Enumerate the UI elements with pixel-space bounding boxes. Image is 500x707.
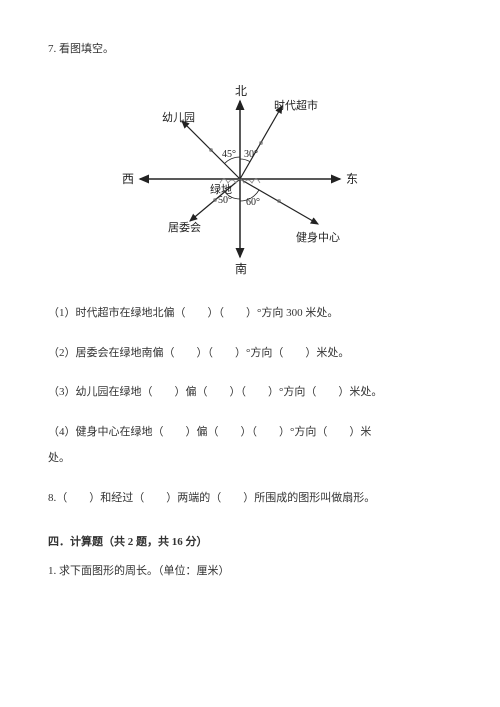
section4-heading: 四．计算题（共 2 题，共 16 分） bbox=[48, 533, 452, 553]
north-label: 北 bbox=[235, 84, 247, 98]
q7-sub2: （2）居委会在绿地南偏（ ）（ ）°方向（ ）米处。 bbox=[48, 344, 452, 364]
angle-60-label: 60° bbox=[246, 197, 260, 208]
q7-sub4b: 处。 bbox=[48, 449, 452, 469]
fitness-label: 健身中心 bbox=[296, 230, 340, 244]
supermarket-label: 时代超市 bbox=[274, 98, 318, 112]
q7-sub3: （3）幼儿园在绿地（ ）偏（ ）（ ）°方向（ ）米处。 bbox=[48, 383, 452, 403]
compass-diagram: 45° 30° 50° 60° 北 南 东 西 绿地 幼儿园 时代超市 居委会 … bbox=[48, 74, 452, 284]
east-label: 东 bbox=[346, 172, 358, 186]
center-label: 绿地 bbox=[210, 182, 232, 196]
committee-label: 居委会 bbox=[168, 221, 201, 234]
angle-30-label: 30° bbox=[244, 149, 258, 160]
q7-sub4a: （4）健身中心在绿地（ ）偏（ ）（ ）°方向（ ）米 bbox=[48, 423, 452, 443]
q7-sub1: （1）时代超市在绿地北偏（ ）（ ）°方向 300 米处。 bbox=[48, 304, 452, 324]
kindergarten-label: 幼儿园 bbox=[162, 111, 195, 124]
angle-50-label: 50° bbox=[218, 195, 232, 206]
compass-svg: 45° 30° 50° 60° 北 南 东 西 绿地 幼儿园 时代超市 居委会 … bbox=[120, 74, 380, 284]
q7-title: 7. 看图填空。 bbox=[48, 40, 452, 60]
page: 7. 看图填空。 bbox=[0, 0, 500, 707]
angle-45-label: 45° bbox=[222, 149, 236, 160]
west-label: 西 bbox=[122, 172, 134, 186]
south-label: 南 bbox=[235, 261, 247, 276]
section4-q1: 1. 求下面图形的周长。（单位：厘米） bbox=[48, 562, 452, 582]
q8-text: 8.（ ）和经过（ ）两端的（ ）所围成的图形叫做扇形。 bbox=[48, 489, 452, 509]
